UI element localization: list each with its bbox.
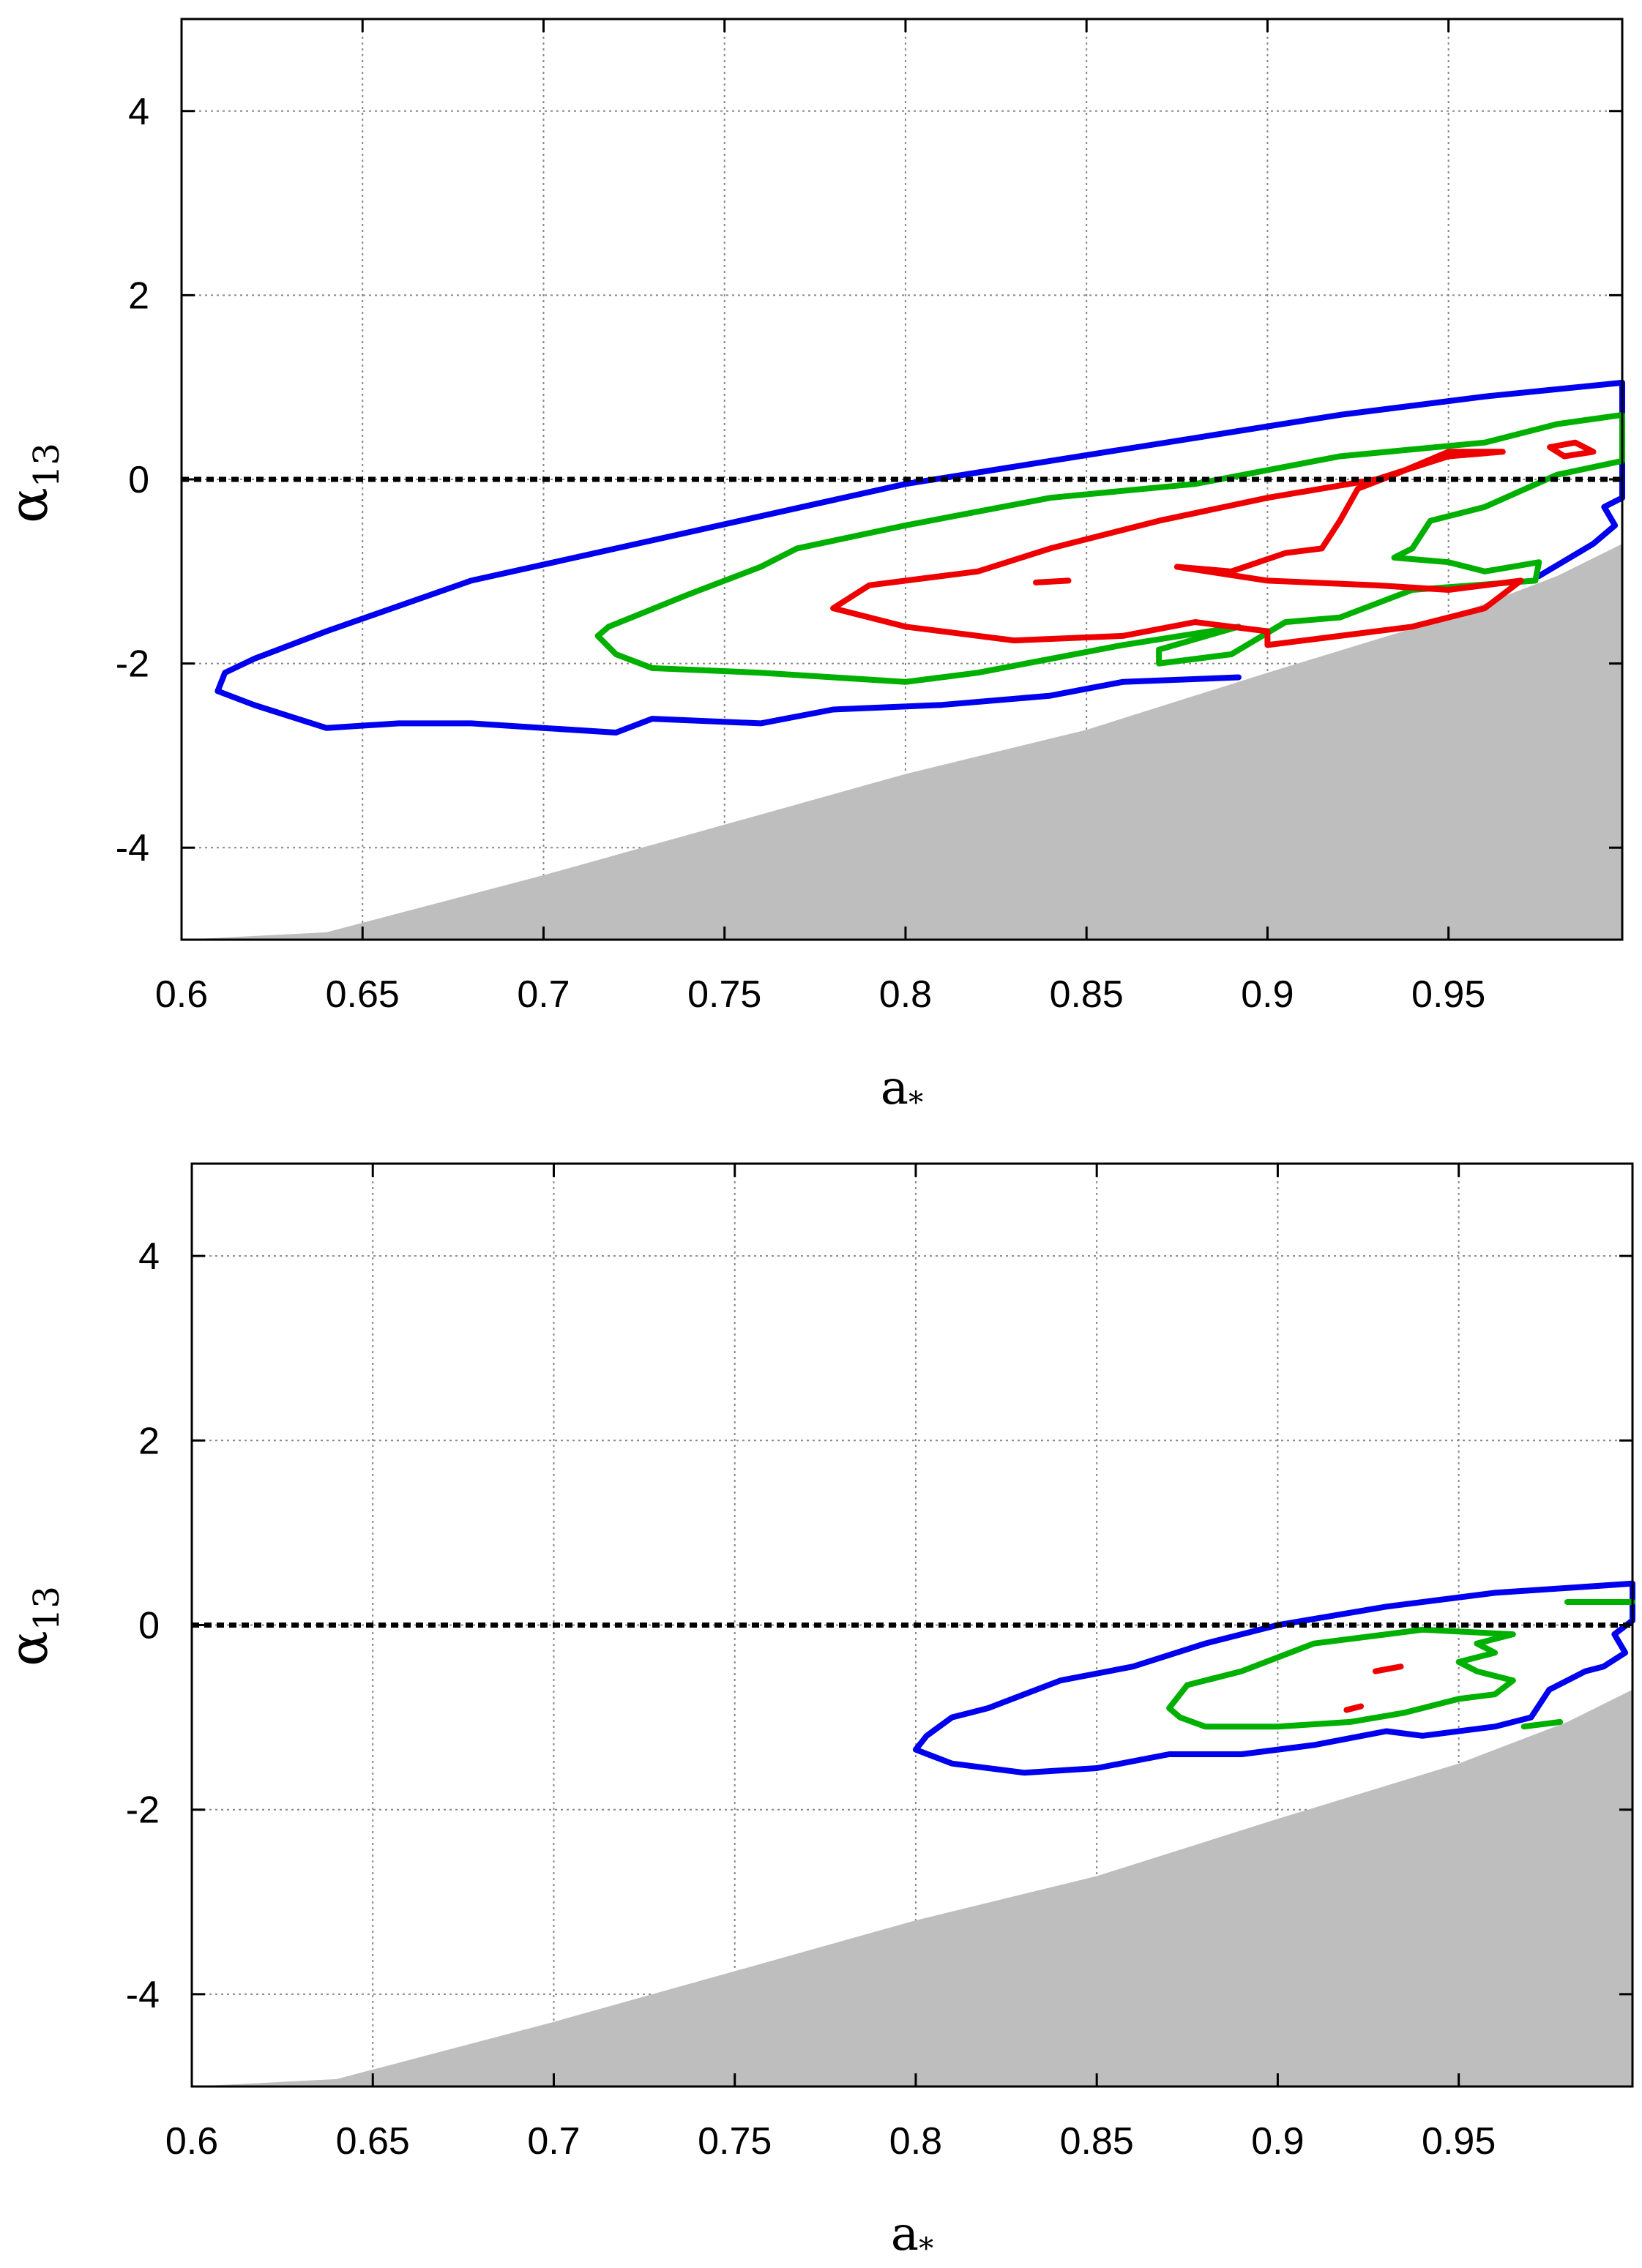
x-tick-label: 0.75 bbox=[687, 973, 761, 1016]
contour-green-lower bbox=[594, 624, 1242, 685]
contour-red-dot-2 bbox=[1343, 1703, 1365, 1713]
excluded-region bbox=[182, 544, 1622, 940]
excluded-region bbox=[192, 1689, 1632, 2087]
x-tick-label: 0.8 bbox=[889, 2120, 942, 2163]
contour-blue-lower bbox=[214, 674, 1242, 736]
y-ticks: -4 -2 0 2 4 bbox=[126, 1235, 1632, 2016]
x-axis-label-base: a bbox=[891, 2207, 919, 2261]
y-axis-label: α13 bbox=[0, 1586, 67, 1666]
x-axis-label-base: a bbox=[881, 1061, 908, 1115]
x-tick-label: 0.8 bbox=[879, 973, 932, 1016]
y-axis-label-sub: 13 bbox=[26, 443, 67, 487]
x-axis-label-sub: * bbox=[908, 1086, 923, 1120]
x-tick-label: 0.7 bbox=[527, 2120, 580, 2163]
x-tick-label: 0.95 bbox=[1411, 973, 1485, 1016]
x-tick-label: 0.65 bbox=[336, 2120, 410, 2163]
x-tick-label: 0.9 bbox=[1251, 2120, 1304, 2163]
x-tick-label: 0.95 bbox=[1422, 2120, 1496, 2163]
x-tick-label: 0.85 bbox=[1060, 2120, 1134, 2163]
x-tick-label: 0.6 bbox=[165, 2120, 218, 2163]
x-axis-label-sub: * bbox=[919, 2232, 933, 2266]
y-tick-label: 4 bbox=[138, 1235, 160, 1278]
y-tick-label: -4 bbox=[116, 827, 149, 869]
contour-red-loop bbox=[1547, 439, 1597, 460]
contour-red bbox=[830, 449, 1524, 648]
y-tick-label: 0 bbox=[128, 459, 149, 501]
x-ticks: 0.6 0.65 0.7 0.75 0.8 0.85 0.9 0.95 bbox=[155, 19, 1485, 1016]
y-tick-label: 2 bbox=[138, 1420, 160, 1462]
contours bbox=[912, 1580, 1635, 1776]
contour-red-dot-1 bbox=[1372, 1663, 1404, 1674]
x-tick-label: 0.9 bbox=[1241, 973, 1294, 1016]
y-axis-label: α13 bbox=[0, 443, 67, 523]
y-tick-label: -2 bbox=[116, 643, 149, 686]
x-tick-label: 0.6 bbox=[155, 973, 208, 1016]
y-axis-label-sub: 13 bbox=[26, 1586, 67, 1631]
contour-blue bbox=[912, 1580, 1635, 1776]
contours bbox=[214, 379, 1625, 736]
contour-blue bbox=[214, 379, 1625, 695]
y-tick-label: 2 bbox=[128, 274, 149, 317]
x-axis-label: a* bbox=[881, 1061, 923, 1120]
x-tick-label: 0.65 bbox=[326, 973, 400, 1016]
contour-green-tail bbox=[1520, 1718, 1564, 1730]
y-tick-label: -2 bbox=[126, 1789, 160, 1832]
y-axis-label-base: α bbox=[0, 1631, 59, 1666]
y-tick-label: 0 bbox=[138, 1605, 160, 1647]
contour-red-dot bbox=[1033, 577, 1072, 585]
x-tick-label: 0.75 bbox=[698, 2120, 772, 2163]
y-tick-label: -4 bbox=[126, 1974, 160, 2016]
x-tick-label: 0.7 bbox=[517, 973, 570, 1016]
contour-green bbox=[1166, 1626, 1516, 1730]
y-axis-label-base: α bbox=[0, 487, 59, 523]
x-tick-label: 0.85 bbox=[1050, 973, 1124, 1016]
y-ticks: -4 -2 0 2 4 bbox=[116, 91, 1622, 869]
y-tick-label: 4 bbox=[128, 91, 149, 133]
x-axis-label: a* bbox=[891, 2207, 933, 2266]
x-ticks: 0.6 0.65 0.7 0.75 0.8 0.85 0.9 0.95 bbox=[165, 1164, 1496, 2163]
contour-green bbox=[605, 411, 1625, 667]
